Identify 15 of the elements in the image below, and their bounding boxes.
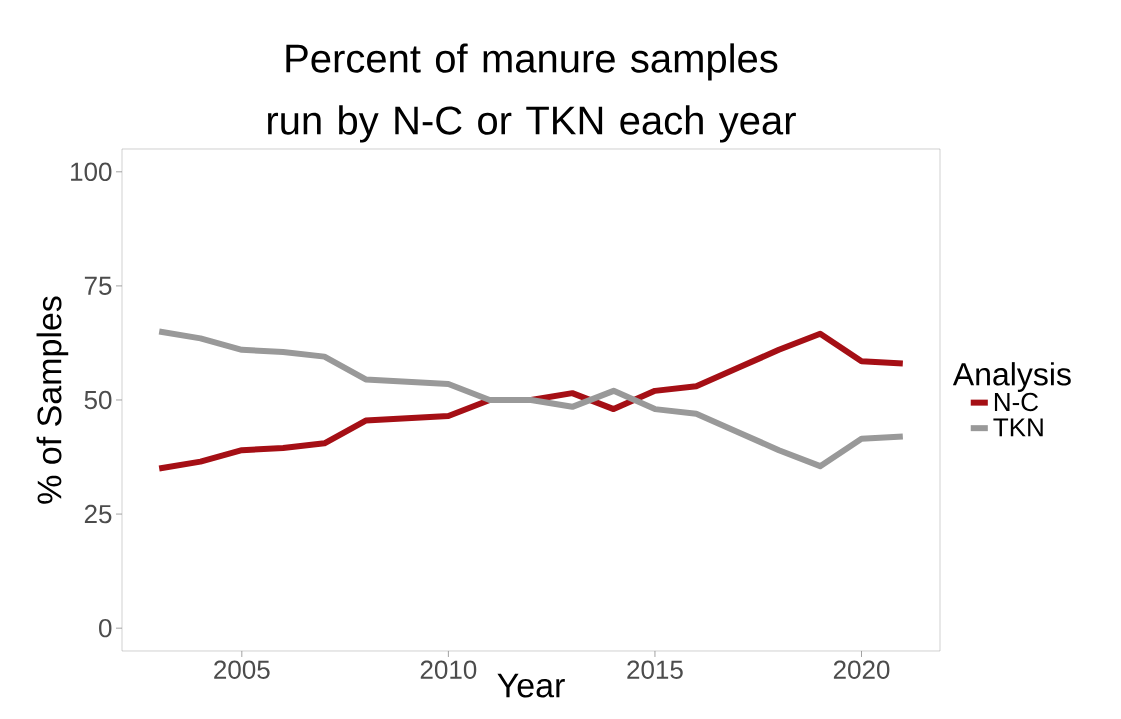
x-tick-label: 2015	[627, 660, 683, 679]
y-tick-label: 0	[99, 618, 112, 638]
y-axis-title: % of Samples	[36, 296, 69, 504]
legend-label: TKN	[993, 418, 1043, 437]
legend-label: N-C	[994, 392, 1039, 412]
x-tick-label: 2010	[420, 660, 477, 679]
legend-title: Analysis	[952, 362, 1071, 392]
y-tick-label: 25	[84, 504, 112, 524]
x-tick-label: 2020	[833, 660, 890, 679]
y-tick-label: 50	[84, 390, 112, 410]
y-tick-label: 100	[71, 162, 112, 182]
x-tick-label: 2005	[214, 660, 270, 679]
y-tick-label: 75	[84, 276, 112, 295]
chart-title: Percent of manure samples run by N-C or TKN each year	[268, 43, 796, 143]
x-axis-title: Year	[497, 673, 565, 698]
